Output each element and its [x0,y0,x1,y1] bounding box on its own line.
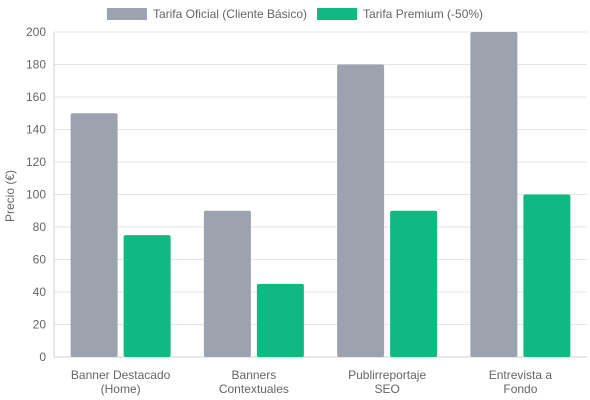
legend-swatch[interactable] [106,8,147,20]
bar-oficial[interactable] [203,210,251,357]
x-category-label: Banner Destacado [71,368,171,382]
y-tick-label: 120 [26,155,46,169]
bar-premium[interactable] [523,194,571,358]
bar-premium[interactable] [123,235,171,357]
legend-swatch[interactable] [317,8,358,20]
y-tick-label: 60 [33,253,47,267]
x-category-label: SEO [374,382,399,396]
x-category-label: Banners [232,368,277,382]
x-category-label: (Home) [101,382,141,396]
bar-oficial[interactable] [337,64,385,358]
y-tick-label: 100 [26,188,46,202]
y-tick-label: 180 [26,58,46,72]
legend: Tarifa Oficial (Cliente Básico) Tarifa Pr… [106,7,483,21]
legend-label: Tarifa Premium (-50%) [363,7,483,21]
x-category-label: Publirreportaje [348,368,426,382]
bar-oficial[interactable] [470,32,518,357]
bar-oficial[interactable] [70,113,118,357]
y-axis-title: Precio (€) [3,170,17,222]
y-tick-label: 160 [26,90,46,104]
y-tick-label: 140 [26,123,46,137]
legend-label: Tarifa Oficial (Cliente Básico) [153,7,307,21]
x-category-label: Contextuales [219,382,289,396]
y-tick-label: 200 [26,25,46,39]
bar-premium[interactable] [256,283,304,357]
y-tick-label: 20 [33,318,47,332]
y-axis-ticks: 0 20 40 60 80 100 120 140 160 180 200 [26,25,46,364]
y-tick-label: 40 [33,285,47,299]
y-tick-label: 0 [39,350,46,364]
bars [70,32,571,358]
x-category-label: Fondo [503,382,537,396]
bar-premium[interactable] [390,210,438,357]
y-tick-label: 80 [33,220,47,234]
x-category-label: Entrevista a [489,368,553,382]
x-axis-labels: Banner Destacado(Home) BannersContextuale… [71,368,552,396]
